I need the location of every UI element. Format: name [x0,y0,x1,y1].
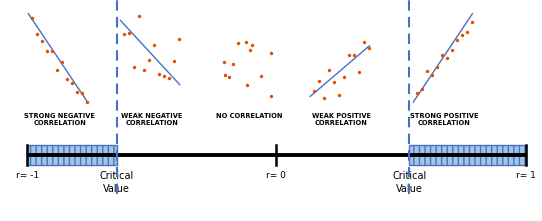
Point [220,61,228,64]
Text: NO CORRELATION: NO CORRELATION [216,113,282,119]
Point [267,95,275,98]
Point [229,63,237,66]
Point [165,76,173,80]
Point [448,48,456,51]
Point [443,56,451,59]
Point [140,69,149,72]
Point [58,60,67,64]
Point [457,34,466,37]
Point [155,73,164,76]
Point [130,65,139,69]
Point [334,93,343,97]
Point [453,38,461,42]
Point [437,53,446,56]
Point [423,70,431,73]
Point [68,81,76,84]
Text: STRONG NEGATIVE
CORRELATION: STRONG NEGATIVE CORRELATION [24,113,95,126]
Point [175,37,183,41]
Point [325,68,333,71]
Point [354,70,363,74]
Point [63,78,72,81]
Text: r= -1: r= -1 [16,171,38,180]
Point [350,53,358,56]
Point [413,91,422,94]
Point [28,16,37,20]
Point [33,32,42,36]
Point [320,97,328,100]
Point [310,90,319,93]
Point [364,47,373,50]
Point [315,79,324,82]
Point [345,53,353,57]
Point [433,65,441,69]
Point [48,49,56,53]
Point [330,80,338,84]
Point [246,48,254,52]
Text: r= 1: r= 1 [516,171,535,180]
Point [234,41,242,45]
Bar [27,145,117,165]
Point [120,32,129,36]
Point [125,31,134,34]
Point [224,75,233,79]
Point [418,87,427,91]
Point [160,74,169,78]
Point [43,49,51,53]
Point [462,30,471,34]
Point [340,75,349,79]
Text: Critical
Value: Critical Value [99,171,134,194]
Point [428,73,436,77]
Point [53,69,61,72]
Point [359,40,368,44]
Point [242,40,250,44]
Point [145,59,153,62]
Text: r= 0: r= 0 [267,171,286,180]
Text: WEAK POSITIVE
CORRELATION: WEAK POSITIVE CORRELATION [312,113,371,126]
Point [135,14,144,18]
Bar [409,145,526,165]
Text: Critical
Value: Critical Value [392,171,427,194]
Point [248,44,256,47]
Text: WEAK NEGATIVE
CORRELATION: WEAK NEGATIVE CORRELATION [121,113,183,126]
Point [243,84,251,87]
Point [221,73,229,77]
Point [256,74,265,77]
Point [78,91,86,95]
Point [38,40,47,43]
Point [82,100,91,104]
Point [73,90,81,94]
Text: STRONG POSITIVE
CORRELATION: STRONG POSITIVE CORRELATION [410,113,479,126]
Point [267,51,275,54]
Point [170,59,178,62]
Point [150,43,159,47]
Point [467,20,476,23]
